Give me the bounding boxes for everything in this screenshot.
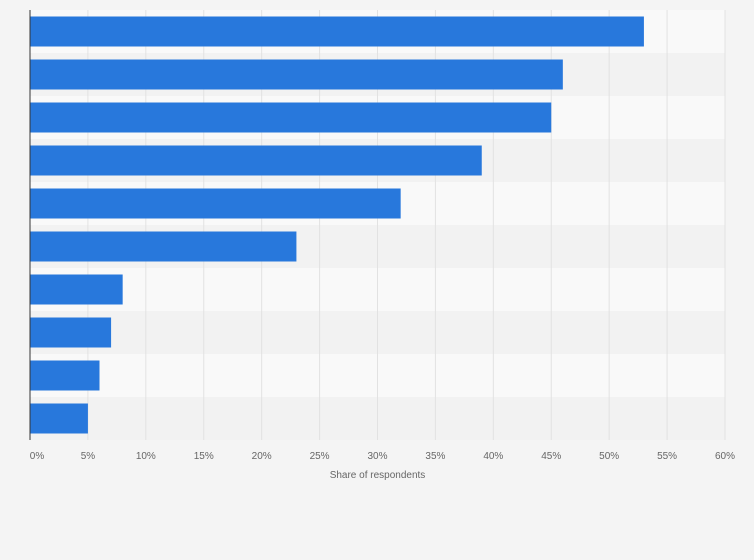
x-tick-label: 30%: [367, 451, 387, 462]
bar: [30, 102, 552, 133]
bar: [30, 16, 644, 47]
x-tick-label: 60%: [715, 451, 735, 462]
bar: [30, 188, 401, 219]
x-tick-label: 35%: [425, 451, 445, 462]
x-tick-label: 55%: [657, 451, 677, 462]
bar: [30, 360, 100, 391]
bar: [30, 317, 112, 348]
x-tick-label: 0%: [30, 451, 45, 462]
x-tick-label: 25%: [310, 451, 330, 462]
bar: [30, 145, 482, 176]
x-axis-title: Share of respondents: [330, 470, 426, 481]
x-tick-label: 45%: [541, 451, 561, 462]
bar: [30, 231, 297, 262]
x-tick-label: 20%: [252, 451, 272, 462]
x-tick-label: 40%: [483, 451, 503, 462]
bar: [30, 403, 88, 434]
x-tick-label: 10%: [136, 451, 156, 462]
x-tick-label: 50%: [599, 451, 619, 462]
bars: [30, 16, 644, 434]
bar: [30, 274, 123, 305]
x-tick-label: 5%: [81, 451, 96, 462]
x-tick-label: 15%: [194, 451, 214, 462]
x-tick-labels: 0% 5% 10% 15% 20% 25% 30% 35% 40% 45% 50% 55% 60%: [30, 451, 735, 462]
bar: [30, 59, 563, 90]
